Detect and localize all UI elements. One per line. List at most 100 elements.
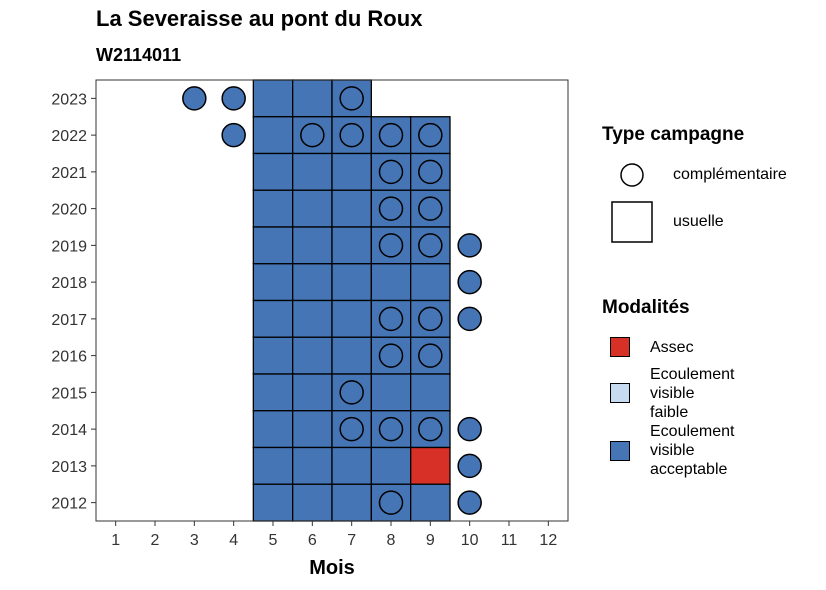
point-complementaire xyxy=(457,490,482,515)
tile-usuelle xyxy=(292,263,333,302)
x-tick-label: 5 xyxy=(269,532,278,549)
tile-usuelle xyxy=(410,446,451,485)
y-tick-label: 2017 xyxy=(51,312,87,329)
x-tick-label: 3 xyxy=(190,532,199,549)
tile-usuelle xyxy=(331,152,372,191)
tile-usuelle xyxy=(252,152,294,191)
tile-usuelle xyxy=(252,446,294,485)
x-tick-label: 9 xyxy=(426,532,435,549)
legend-label-acceptable: Ecoulement visible acceptable xyxy=(650,422,735,479)
tile-usuelle xyxy=(252,483,294,522)
point-complementaire xyxy=(418,233,443,258)
legend-type-label-usuelle: usuelle xyxy=(673,213,724,230)
legend-type-title: Type campagne xyxy=(602,124,745,145)
y-tick-label: 2023 xyxy=(51,91,87,108)
point-complementaire xyxy=(378,196,404,221)
tile-usuelle xyxy=(331,299,372,338)
x-tick-label: 7 xyxy=(347,532,356,549)
x-axis-title: Mois xyxy=(309,557,355,579)
x-tick-label: 2 xyxy=(151,532,160,549)
tile-usuelle xyxy=(292,410,333,449)
tile-usuelle xyxy=(252,336,294,375)
tile-usuelle xyxy=(292,79,333,118)
tile-usuelle xyxy=(331,336,372,375)
tile-usuelle xyxy=(252,299,294,338)
tile-usuelle xyxy=(331,483,372,522)
y-tick-label: 2014 xyxy=(51,422,87,439)
y-tick-label: 2012 xyxy=(51,496,87,513)
x-tick-label: 12 xyxy=(539,532,557,549)
legend-type-label-complementaire: complémentaire xyxy=(673,166,787,183)
tile-usuelle xyxy=(292,336,333,375)
point-complementaire xyxy=(339,122,364,148)
tile-usuelle xyxy=(292,373,333,412)
legend-key-usuelle-icon xyxy=(611,201,653,243)
point-complementaire xyxy=(418,416,443,442)
point-complementaire xyxy=(457,453,482,479)
point-complementaire xyxy=(418,122,443,148)
x-tick-label: 10 xyxy=(461,532,479,549)
y-tick-label: 2015 xyxy=(51,385,87,402)
point-complementaire xyxy=(418,306,443,332)
point-complementaire xyxy=(339,380,364,405)
legend-key-complementaire-icon xyxy=(620,163,644,187)
x-tick-label: 11 xyxy=(501,532,518,549)
legend-label-line: visible xyxy=(650,442,695,459)
point-complementaire xyxy=(378,233,404,258)
legend-label-assec: Assec xyxy=(650,338,694,357)
tile-usuelle xyxy=(252,373,294,412)
tile-usuelle xyxy=(331,189,372,228)
x-tick-label: 6 xyxy=(308,532,317,549)
tile-usuelle xyxy=(292,446,333,485)
x-tick-label: 8 xyxy=(387,532,396,549)
point-complementaire xyxy=(182,86,207,111)
point-complementaire xyxy=(457,269,482,295)
legend-modalites-title: Modalités xyxy=(602,297,690,318)
tile-usuelle xyxy=(252,226,294,265)
tile-usuelle xyxy=(331,226,372,265)
tile-usuelle xyxy=(252,79,294,118)
point-complementaire xyxy=(418,159,443,185)
x-tick-label: 4 xyxy=(229,532,238,549)
point-complementaire xyxy=(339,86,364,111)
legend-key-faible xyxy=(610,383,630,403)
tile-usuelle xyxy=(370,263,412,302)
tile-usuelle xyxy=(292,152,333,191)
point-complementaire xyxy=(378,343,404,368)
point-complementaire xyxy=(378,159,404,185)
tile-usuelle xyxy=(331,446,372,485)
tile-usuelle xyxy=(331,263,372,302)
y-tick-label: 2013 xyxy=(51,459,87,476)
tile-usuelle xyxy=(292,483,333,522)
tile-usuelle xyxy=(252,410,294,449)
y-tick-label: 2016 xyxy=(51,349,87,366)
legend-label-line: faible xyxy=(650,404,689,421)
legend-key-assec xyxy=(610,337,630,357)
tile-usuelle xyxy=(292,226,333,265)
tile-usuelle xyxy=(292,189,333,228)
legend-label-line: visible xyxy=(650,385,695,402)
point-complementaire xyxy=(418,196,443,221)
legend-label-faible: Ecoulement visible faible xyxy=(650,365,735,422)
y-tick-label: 2018 xyxy=(51,275,87,292)
tile-usuelle xyxy=(252,116,294,155)
tile-usuelle xyxy=(370,373,412,412)
point-complementaire xyxy=(378,306,404,332)
point-complementaire xyxy=(221,86,246,111)
y-tick-label: 2021 xyxy=(51,165,87,182)
chart-subtitle: W2114011 xyxy=(96,45,182,65)
legend-label-line: Assec xyxy=(650,339,694,356)
point-complementaire xyxy=(300,122,325,148)
point-complementaire xyxy=(457,233,482,258)
tile-usuelle xyxy=(252,189,294,228)
point-complementaire xyxy=(378,416,404,442)
y-tick-label: 2019 xyxy=(51,238,87,255)
legend-label-line: Ecoulement xyxy=(650,366,735,383)
tile-usuelle xyxy=(410,263,451,302)
tile-usuelle xyxy=(410,373,451,412)
point-complementaire xyxy=(418,343,443,368)
x-tick-label: 1 xyxy=(111,532,120,549)
tile-usuelle xyxy=(370,446,412,485)
legend-label-line: Ecoulement xyxy=(650,423,735,440)
